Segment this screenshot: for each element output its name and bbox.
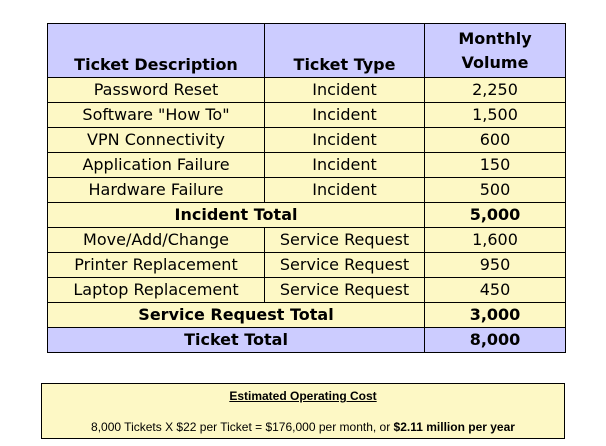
row-volume: 450 (424, 277, 566, 303)
cost-title: Estimated Operating Cost (229, 389, 377, 403)
cost-calculation: 8,000 Tickets X $22 per Ticket = $176,00… (42, 420, 564, 434)
table-row: Application Failure Incident 150 (47, 152, 566, 178)
row-type: Incident (264, 102, 425, 128)
row-type: Service Request (264, 252, 425, 278)
header-monthly-volume-line2: Volume (461, 53, 529, 72)
service-request-total-row: Service Request Total 3,000 (47, 302, 566, 328)
table-row: Software "How To" Incident 1,500 (47, 102, 566, 128)
row-volume: 1,600 (424, 227, 566, 253)
header-monthly-volume: Monthly Volume (424, 23, 566, 78)
header-monthly-volume-line1: Monthly (458, 29, 532, 48)
row-description: Application Failure (47, 152, 265, 178)
row-volume: 500 (424, 177, 566, 203)
row-type: Incident (264, 177, 425, 203)
service-request-total-volume: 3,000 (424, 302, 566, 328)
table-header-row: Ticket Description Ticket Type Monthly V… (47, 23, 566, 78)
row-type: Incident (264, 77, 425, 103)
row-description: VPN Connectivity (47, 127, 265, 153)
table-row: Password Reset Incident 2,250 (47, 77, 566, 103)
row-description: Password Reset (47, 77, 265, 103)
row-type: Incident (264, 152, 425, 178)
row-description: Hardware Failure (47, 177, 265, 203)
row-description: Software "How To" (47, 102, 265, 128)
row-volume: 600 (424, 127, 566, 153)
incident-total-row: Incident Total 5,000 (47, 202, 566, 228)
row-volume: 2,250 (424, 77, 566, 103)
row-volume: 950 (424, 252, 566, 278)
estimated-operating-cost-box: Estimated Operating Cost 8,000 Tickets X… (41, 383, 565, 439)
header-ticket-type: Ticket Type (264, 23, 425, 78)
table-row: Printer Replacement Service Request 950 (47, 252, 566, 278)
ticket-volume-table: Ticket Description Ticket Type Monthly V… (47, 23, 566, 353)
row-volume: 150 (424, 152, 566, 178)
table-row: Move/Add/Change Service Request 1,600 (47, 227, 566, 253)
row-description: Laptop Replacement (47, 277, 265, 303)
header-ticket-description: Ticket Description (47, 23, 265, 78)
service-request-total-label: Service Request Total (47, 302, 425, 328)
row-description: Move/Add/Change (47, 227, 265, 253)
row-type: Service Request (264, 227, 425, 253)
ticket-total-row: Ticket Total 8,000 (47, 327, 566, 353)
cost-annual-total: $2.11 million per year (393, 420, 515, 434)
ticket-total-volume: 8,000 (424, 327, 566, 353)
cost-calculation-text: 8,000 Tickets X $22 per Ticket = $176,00… (91, 420, 394, 434)
table-row: Hardware Failure Incident 500 (47, 177, 566, 203)
row-description: Printer Replacement (47, 252, 265, 278)
table-row: Laptop Replacement Service Request 450 (47, 277, 566, 303)
row-type: Incident (264, 127, 425, 153)
table-row: VPN Connectivity Incident 600 (47, 127, 566, 153)
row-volume: 1,500 (424, 102, 566, 128)
row-type: Service Request (264, 277, 425, 303)
incident-total-volume: 5,000 (424, 202, 566, 228)
ticket-total-label: Ticket Total (47, 327, 425, 353)
incident-total-label: Incident Total (47, 202, 425, 228)
